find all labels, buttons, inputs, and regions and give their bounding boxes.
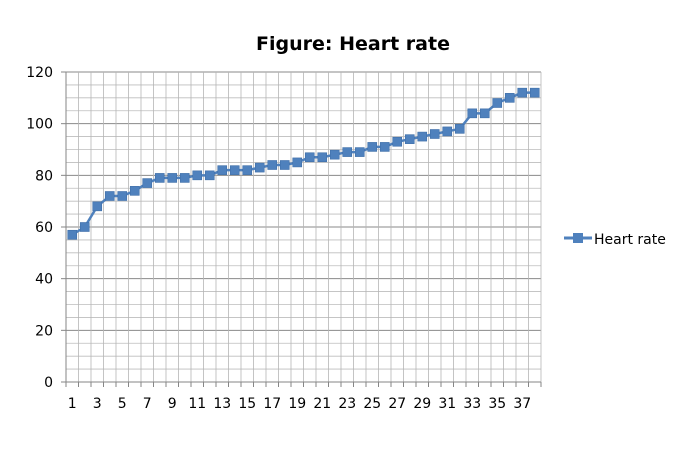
data-point [317,152,328,163]
data-point [492,98,503,108]
x-tick-label: 3 [93,396,102,412]
data-point [117,191,128,201]
x-tick-label: 33 [463,396,481,412]
data-point [267,160,278,170]
x-tick-label: 23 [338,396,356,412]
data-point [504,93,515,103]
x-axis-tick-labels: 1 3 5 7 9 11 13 15 17 19 21 23 25 27 29 31 33 35 37 [68,396,531,412]
data-point [179,173,190,183]
data-point [467,108,478,119]
y-tick-label: 100 [26,117,53,133]
y-tick-label: 80 [35,168,53,184]
x-tick-label: 37 [513,396,531,412]
x-tick-label: 35 [488,396,506,412]
data-point [454,124,465,134]
data-point [129,186,140,196]
data-point [79,222,90,232]
x-tick-label: 27 [388,396,406,412]
grid [65,71,542,383]
data-point [517,87,528,98]
x-tick-label: 7 [143,396,152,412]
data-point [529,87,540,98]
data-point [217,165,228,175]
data-point [404,134,415,144]
x-tick-label: 15 [238,396,256,412]
data-point [429,129,440,139]
data-point [254,162,265,173]
x-tick-label: 9 [168,396,177,412]
x-tick-label: 11 [188,396,206,412]
data-point [442,126,453,137]
data-point [192,170,203,181]
data-point [379,142,390,152]
data-point [104,191,115,201]
legend-label: Heart rate [594,232,666,248]
data-point [242,165,253,175]
x-tick-label: 1 [68,396,77,412]
data-point [92,201,103,212]
data-point [142,178,153,188]
data-point [292,157,303,168]
y-tick-label: 120 [26,65,53,81]
data-point [167,173,178,183]
legend-marker [573,233,583,243]
x-tick-label: 21 [313,396,331,412]
x-tick-label: 19 [288,396,306,412]
y-tick-label: 60 [35,220,53,236]
data-point [67,229,78,240]
x-tick-label: 13 [213,396,231,412]
x-tick-label: 17 [263,396,281,412]
x-tick-label: 25 [363,396,381,412]
y-tick-label: 40 [35,272,53,288]
axes [61,71,542,387]
data-point [417,131,428,142]
data-point [367,142,378,152]
x-tick-label: 29 [413,396,431,412]
data-point [354,147,365,157]
data-point [229,165,240,175]
y-tick-label: 0 [44,375,53,391]
chart-title: Figure: Heart rate [256,33,450,55]
data-point [279,160,290,170]
data-point [392,136,403,147]
data-point [204,170,215,181]
data-point [479,108,490,119]
x-tick-label: 5 [118,396,127,412]
data-point [342,147,353,157]
y-tick-label: 20 [35,323,53,339]
y-axis-tick-labels: 0 20 40 60 80 100 120 [26,65,53,391]
legend: Heart rate [564,232,666,248]
data-point [154,173,165,183]
x-tick-label: 31 [438,396,456,412]
data-point [304,152,315,163]
series-heart-rate [67,87,540,240]
data-point [329,149,340,160]
